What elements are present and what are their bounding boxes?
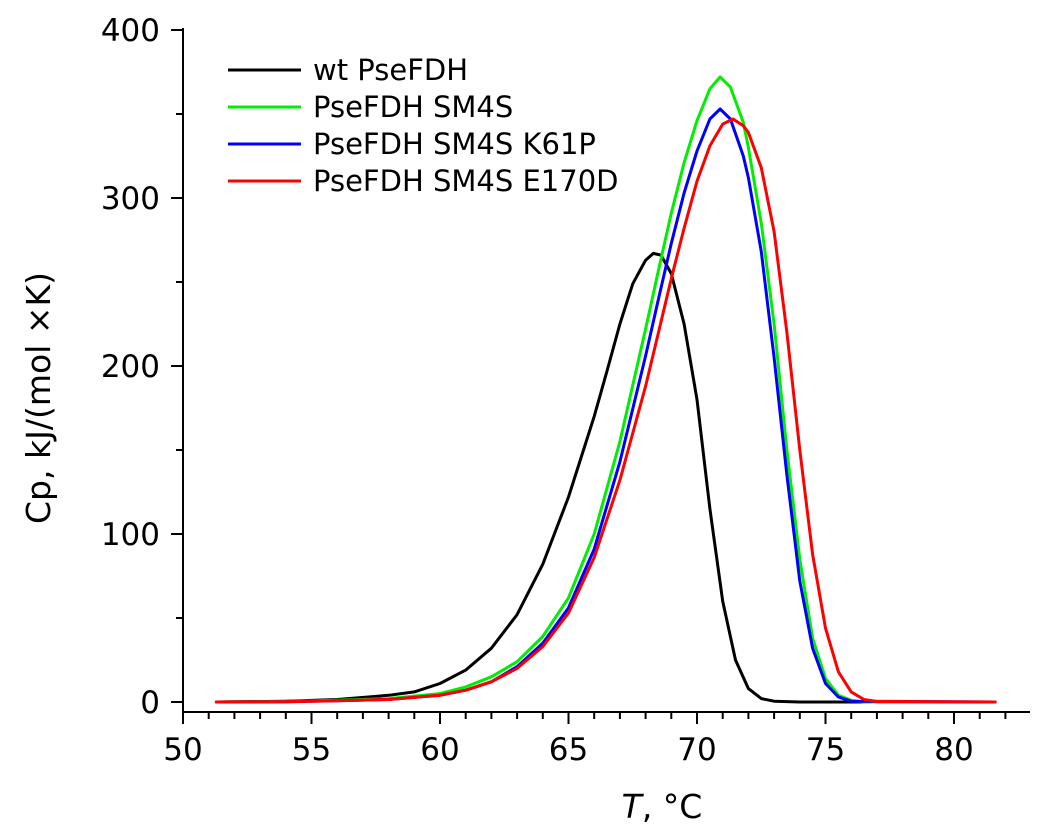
x-tick-label: 75 <box>806 732 845 768</box>
y-tick-label: 200 <box>101 349 160 385</box>
x-tick-label: 55 <box>292 732 331 768</box>
y-tick-label: 300 <box>101 181 160 217</box>
y-tick-label: 400 <box>101 13 160 49</box>
legend-label: PseFDH SM4S E170D <box>313 164 618 198</box>
y-axis-title: Cp, kJ/(mol ×K) <box>19 272 58 524</box>
axes-layer <box>182 28 1030 713</box>
ticks-layer: 50 55 60 65 70 75 80 0 100 200 300 400 <box>101 13 1007 768</box>
legend-label: wt PseFDH <box>313 53 468 87</box>
series-line-3 <box>214 117 997 704</box>
y-tick-label: 100 <box>101 517 160 553</box>
x-tick-label: 70 <box>677 732 716 768</box>
x-tick-label: 60 <box>420 732 459 768</box>
x-axis-title: T, °C <box>622 787 703 826</box>
x-axis-title-unit: , °C <box>642 787 703 826</box>
x-tick-label: 50 <box>163 732 202 768</box>
x-tick-label: 80 <box>934 732 973 768</box>
series-line-1 <box>214 75 997 704</box>
x-axis-title-italic: T <box>622 787 645 826</box>
legend-label: PseFDH SM4S <box>313 90 513 124</box>
x-tick-label: 65 <box>549 732 588 768</box>
y-tick-label: 0 <box>140 685 160 721</box>
series-line-0 <box>214 251 997 704</box>
series-layer <box>214 75 997 704</box>
legend-label: PseFDH SM4S K61P <box>313 127 596 161</box>
